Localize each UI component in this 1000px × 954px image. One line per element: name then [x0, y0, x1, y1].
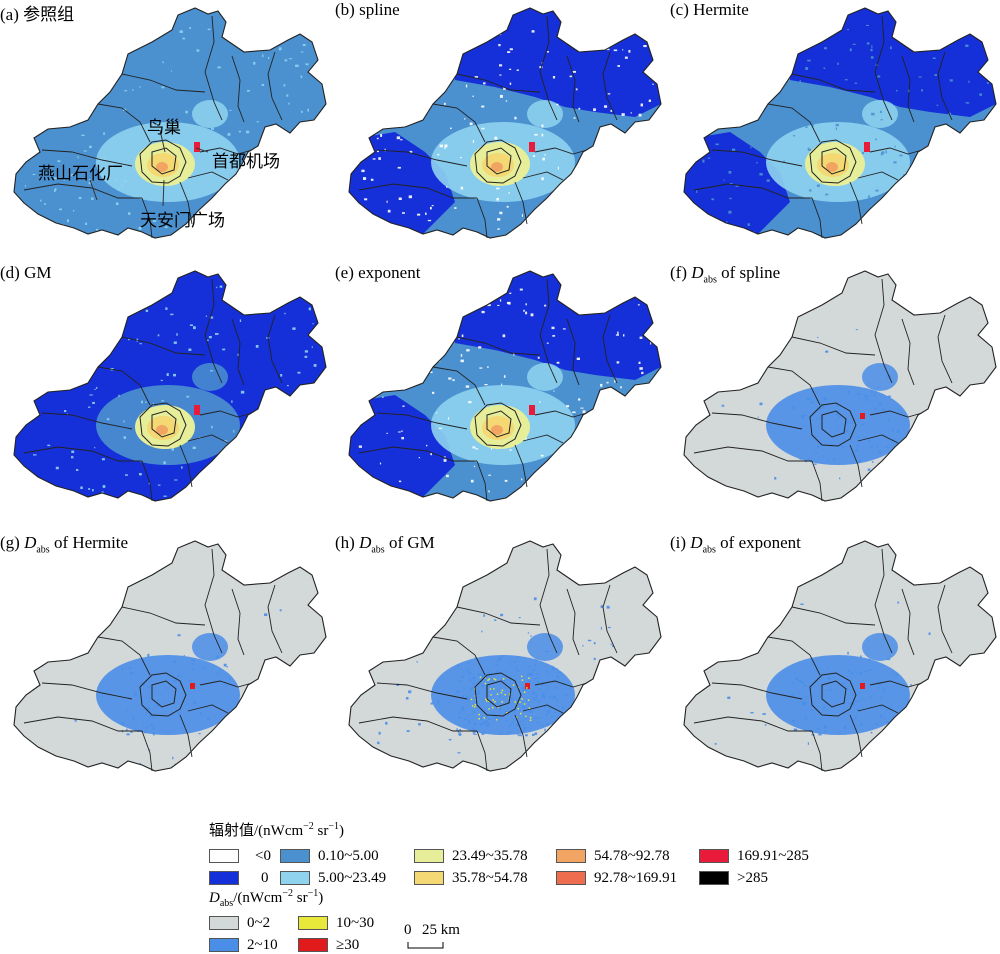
legend-swatch: [699, 871, 729, 885]
legend-label: ≥30: [336, 936, 360, 953]
annotation-niaochao: 鸟巢: [147, 118, 181, 137]
legend-label: 5.00~23.49: [318, 869, 387, 886]
legend-item: 169.91~285: [699, 847, 809, 865]
legend-label: 0: [261, 869, 269, 886]
legend-item: 5.00~23.49: [280, 869, 386, 887]
map-panel-exponent: (e) exponent: [335, 263, 665, 528]
panel-title: (g) Dabs of Hermite: [0, 533, 129, 556]
annotation-tiananmen: 天安门广场: [140, 211, 225, 230]
legend-item: 0~2: [209, 914, 270, 932]
scale-bar-line: [407, 942, 444, 949]
map-panel-hermite: (c) Hermite: [670, 0, 1000, 265]
legend-label: 2~10: [247, 936, 278, 953]
annotation-airport: 首都机场: [212, 152, 280, 171]
legend-swatch: [298, 938, 328, 952]
panel-title: (f) Dabs of spline: [670, 263, 781, 286]
map-panel-ref: (a) 参照组: [0, 0, 330, 265]
map-panel-dabs-hermite: (g) Dabs of Hermite: [0, 533, 330, 798]
legend-label: 0~2: [247, 914, 271, 931]
map-panel-dabs-spline: (f) Dabs of spline: [670, 263, 1000, 528]
legend-swatch: [209, 871, 239, 885]
legend-swatch: [414, 871, 444, 885]
legend-item: 2~10: [209, 936, 278, 954]
legend-item: >285: [699, 869, 768, 887]
legend-item: 0.10~5.00: [280, 847, 379, 865]
map-panel-spline: (b) spline: [335, 0, 665, 265]
legend-swatch: [556, 849, 586, 863]
beijing-map: [683, 7, 997, 239]
panel-title: (h) Dabs of GM: [335, 533, 435, 556]
annotation-yanshan: 燕山石化厂: [38, 164, 123, 183]
legend-item: 54.78~92.78: [556, 847, 670, 865]
panel-title: (e) exponent: [335, 263, 421, 282]
legend-swatch: [209, 849, 239, 863]
beijing-map: [348, 540, 662, 772]
legend-label: <0: [255, 847, 271, 864]
legend-item: 10~30: [298, 914, 374, 932]
legend-label: 10~30: [336, 914, 375, 931]
legend-item: 35.78~54.78: [414, 869, 528, 887]
legend-swatch: [209, 916, 239, 930]
beijing-map: [683, 270, 997, 502]
legend-item: 23.49~35.78: [414, 847, 528, 865]
scale-zero-label: 0: [404, 922, 412, 938]
panel-title: (d) GM: [0, 263, 52, 282]
panel-title: (a) 参照组: [0, 5, 75, 24]
legend-label: 92.78~169.91: [594, 869, 678, 886]
map-panel-dabs-exponent: (i) Dabs of exponent: [670, 533, 1000, 798]
panel-title: (c) Hermite: [670, 0, 749, 19]
panel-title: (b) spline: [335, 0, 400, 19]
beijing-map: [13, 540, 327, 772]
legend-swatch: [556, 871, 586, 885]
legend-item: 92.78~169.91: [556, 869, 677, 887]
scale-distance-label: 25 km: [422, 922, 460, 938]
panel-title: (i) Dabs of exponent: [670, 533, 801, 556]
legend-label: 0.10~5.00: [318, 847, 379, 864]
legend-swatch: [209, 938, 239, 952]
legend-item: <0: [209, 847, 271, 865]
legend-swatch: [414, 849, 444, 863]
legend-label: 54.78~92.78: [594, 847, 670, 864]
beijing-map: [348, 270, 662, 502]
beijing-map: [13, 270, 327, 502]
legend-swatch: [298, 916, 328, 930]
scale-bar: 0 25 km: [404, 922, 474, 952]
legend-label: >285: [737, 869, 768, 886]
beijing-map: [683, 540, 997, 772]
legend-label: 23.49~35.78: [452, 847, 528, 864]
legend-item: ≥30: [298, 936, 359, 954]
beijing-map: [348, 7, 662, 239]
legend-label: 169.91~285: [737, 847, 809, 864]
map-panel-gm: (d) GM: [0, 263, 330, 528]
map-panel-dabs-gm: (h) Dabs of GM: [335, 533, 665, 798]
legend-item: 0: [209, 869, 269, 887]
legend-label: 35.78~54.78: [452, 869, 528, 886]
legend-swatch: [280, 871, 310, 885]
legend-radiance-title: 辐射值/(nWcm−2 sr−1): [209, 821, 345, 839]
beijing-map: [13, 7, 327, 239]
legend-dabs-title: Dabs/(nWcm−2 sr−1): [209, 888, 324, 909]
legend-swatch: [699, 849, 729, 863]
legend-swatch: [280, 849, 310, 863]
